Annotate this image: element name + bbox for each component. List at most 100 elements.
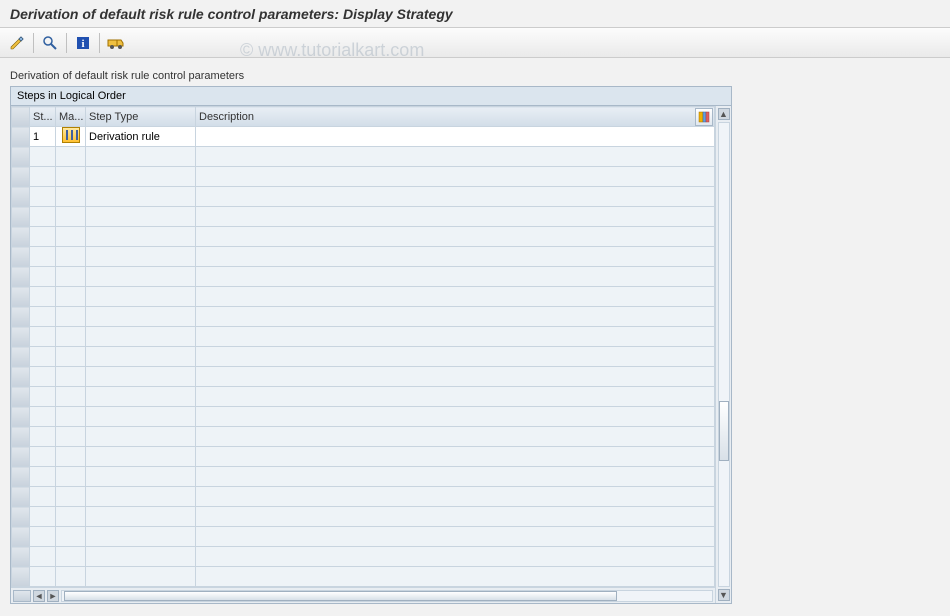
hscroll-track[interactable] xyxy=(61,590,713,602)
row-selector[interactable] xyxy=(12,147,30,167)
row-selector[interactable] xyxy=(12,307,30,327)
vertical-scrollbar[interactable]: ▲ ▼ xyxy=(715,106,731,603)
cell-step[interactable] xyxy=(30,227,56,247)
row-selector[interactable] xyxy=(12,227,30,247)
cell-step[interactable] xyxy=(30,447,56,467)
cell-maint[interactable] xyxy=(56,307,86,327)
row-selector[interactable] xyxy=(12,367,30,387)
cell-maint[interactable] xyxy=(56,387,86,407)
cell-step[interactable] xyxy=(30,487,56,507)
cell-type[interactable] xyxy=(86,487,196,507)
cell-maint[interactable] xyxy=(56,487,86,507)
cell-desc[interactable] xyxy=(196,287,715,307)
cell-step[interactable] xyxy=(30,527,56,547)
table-row[interactable] xyxy=(12,267,715,287)
edit-icon[interactable] xyxy=(6,32,28,54)
table-row[interactable] xyxy=(12,167,715,187)
cell-maint[interactable] xyxy=(56,287,86,307)
cell-step[interactable] xyxy=(30,187,56,207)
cell-type[interactable] xyxy=(86,327,196,347)
vscroll-thumb[interactable] xyxy=(719,401,729,461)
hscroll-thumb[interactable] xyxy=(64,591,617,601)
row-selector[interactable] xyxy=(12,527,30,547)
table-row[interactable] xyxy=(12,147,715,167)
table-row[interactable] xyxy=(12,467,715,487)
table-row[interactable] xyxy=(12,347,715,367)
col-step[interactable]: St... xyxy=(30,107,56,127)
horizontal-scrollbar[interactable]: ◄ ► xyxy=(11,587,715,603)
cell-type[interactable] xyxy=(86,467,196,487)
table-row[interactable] xyxy=(12,207,715,227)
cell-type[interactable] xyxy=(86,527,196,547)
cell-desc[interactable] xyxy=(196,327,715,347)
cell-desc[interactable] xyxy=(196,367,715,387)
cell-type[interactable] xyxy=(86,367,196,387)
scroll-right-icon[interactable]: ► xyxy=(47,590,59,602)
table-row[interactable] xyxy=(12,567,715,587)
row-selector[interactable] xyxy=(12,407,30,427)
cell-type[interactable]: Derivation rule xyxy=(86,127,196,147)
table-row[interactable]: 1 Derivation rule xyxy=(12,127,715,147)
table-row[interactable] xyxy=(12,527,715,547)
row-selector[interactable] xyxy=(12,427,30,447)
cell-desc[interactable] xyxy=(196,247,715,267)
table-row[interactable] xyxy=(12,247,715,267)
cell-maint[interactable] xyxy=(56,367,86,387)
cell-desc[interactable] xyxy=(196,567,715,587)
table-row[interactable] xyxy=(12,547,715,567)
table-row[interactable] xyxy=(12,487,715,507)
cell-step[interactable] xyxy=(30,147,56,167)
cell-maint[interactable] xyxy=(56,267,86,287)
row-selector[interactable] xyxy=(12,467,30,487)
cell-step[interactable] xyxy=(30,167,56,187)
cell-maint[interactable] xyxy=(56,187,86,207)
table-settings-icon[interactable] xyxy=(695,108,713,126)
row-selector[interactable] xyxy=(12,287,30,307)
cell-maint[interactable] xyxy=(56,147,86,167)
row-selector[interactable] xyxy=(12,567,30,587)
row-selector[interactable] xyxy=(12,267,30,287)
row-selector[interactable] xyxy=(12,167,30,187)
cell-type[interactable] xyxy=(86,387,196,407)
cell-desc[interactable] xyxy=(196,447,715,467)
cell-maint[interactable] xyxy=(56,327,86,347)
cell-type[interactable] xyxy=(86,287,196,307)
cell-type[interactable] xyxy=(86,347,196,367)
cell-maint[interactable] xyxy=(56,167,86,187)
cell-type[interactable] xyxy=(86,187,196,207)
scroll-down-icon[interactable]: ▼ xyxy=(718,589,730,601)
table-row[interactable] xyxy=(12,367,715,387)
row-selector[interactable] xyxy=(12,387,30,407)
cell-desc[interactable] xyxy=(196,187,715,207)
cell-type[interactable] xyxy=(86,167,196,187)
cell-step[interactable] xyxy=(30,307,56,327)
row-selector[interactable] xyxy=(12,127,30,147)
cell-maint[interactable] xyxy=(56,247,86,267)
cell-desc[interactable] xyxy=(196,347,715,367)
table-row[interactable] xyxy=(12,427,715,447)
vscroll-track[interactable] xyxy=(718,122,730,587)
table-row[interactable] xyxy=(12,327,715,347)
cell-step[interactable] xyxy=(30,427,56,447)
cell-type[interactable] xyxy=(86,547,196,567)
row-selector[interactable] xyxy=(12,347,30,367)
cell-desc[interactable] xyxy=(196,407,715,427)
cell-maint[interactable] xyxy=(56,507,86,527)
cell-desc[interactable] xyxy=(196,527,715,547)
cell-desc[interactable] xyxy=(196,427,715,447)
cell-desc[interactable] xyxy=(196,307,715,327)
cell-maint[interactable] xyxy=(56,347,86,367)
cell-maint[interactable] xyxy=(56,127,86,147)
cell-desc[interactable] xyxy=(196,267,715,287)
table-row[interactable] xyxy=(12,407,715,427)
col-type[interactable]: Step Type xyxy=(86,107,196,127)
cell-step[interactable] xyxy=(30,467,56,487)
table-row[interactable] xyxy=(12,307,715,327)
cell-step[interactable] xyxy=(30,547,56,567)
cell-type[interactable] xyxy=(86,227,196,247)
cell-type[interactable] xyxy=(86,507,196,527)
cell-type[interactable] xyxy=(86,407,196,427)
cell-step[interactable] xyxy=(30,287,56,307)
cell-maint[interactable] xyxy=(56,227,86,247)
cell-step[interactable]: 1 xyxy=(30,127,56,147)
